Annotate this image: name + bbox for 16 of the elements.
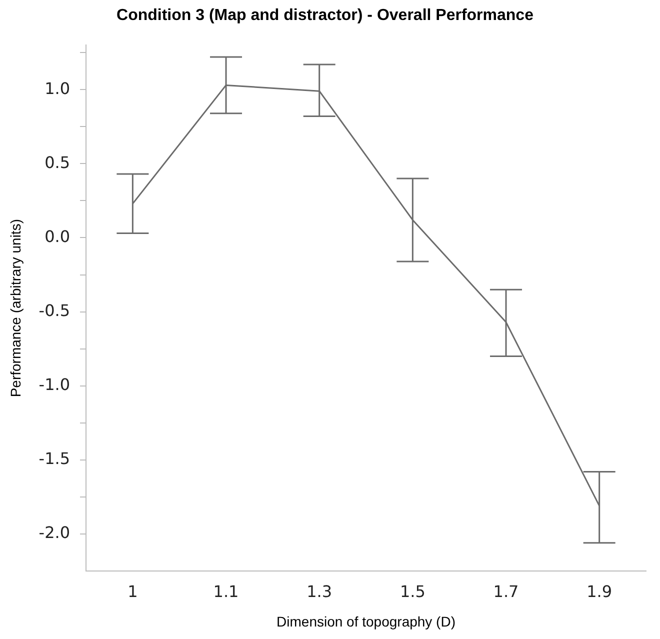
y-tick-label: -1.0 <box>38 375 70 394</box>
y-tick-label: 0.0 <box>44 226 70 246</box>
x-axis-title: Dimension of topography (D) <box>276 613 456 630</box>
y-tick-label: 1.0 <box>44 78 70 98</box>
chart-title: Condition 3 (Map and distractor) - Overall Performance <box>116 7 534 24</box>
y-tick-label: -2.0 <box>38 523 70 542</box>
x-tick-label: 1 <box>128 582 138 601</box>
x-tick-label: 1.1 <box>213 582 239 601</box>
x-tick-label: 1.5 <box>400 582 426 601</box>
x-tick-label: 1.3 <box>306 582 332 601</box>
y-tick-label: 0.5 <box>44 152 70 172</box>
x-tick-label: 1.7 <box>493 582 519 601</box>
y-tick-label: -1.5 <box>38 449 70 468</box>
y-axis-title: Performance (arbitrary units) <box>7 219 24 398</box>
x-tick-label: 1.9 <box>586 582 612 601</box>
y-tick-label: -0.5 <box>38 300 70 320</box>
